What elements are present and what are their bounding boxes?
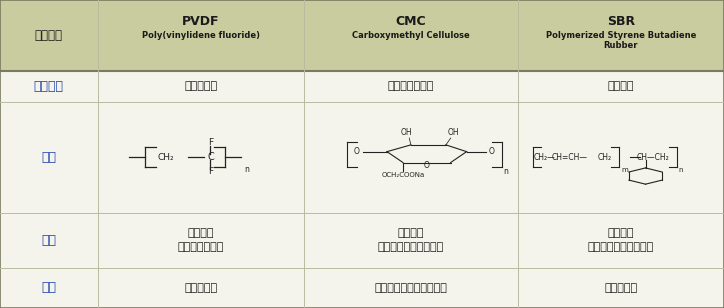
Text: 中文名称: 中文名称 [34, 80, 64, 93]
Text: CH₂—: CH₂— [534, 152, 555, 162]
Text: 羧甲基纤维素钠: 羧甲基纤维素钠 [387, 81, 434, 91]
Text: n: n [503, 167, 508, 176]
Text: 聚偏氟乙烯: 聚偏氟乙烯 [185, 81, 217, 91]
Text: Carboxymethyl Cellulose: Carboxymethyl Cellulose [352, 31, 470, 40]
Text: OH: OH [448, 128, 460, 137]
Text: 白色粉末
羧甲基取代基的纤维素: 白色粉末 羧甲基取代基的纤维素 [378, 228, 444, 252]
Text: n: n [678, 167, 683, 173]
Text: m: m [622, 167, 628, 173]
Text: F: F [208, 138, 213, 147]
Text: OCH₂COONa: OCH₂COONa [382, 172, 424, 178]
Text: 增稠剂、放沉降、稳定剂: 增稠剂、放沉降、稳定剂 [374, 283, 447, 293]
Text: CH—CH₂: CH—CH₂ [636, 152, 669, 162]
Text: 正极粘结剂: 正极粘结剂 [185, 283, 217, 293]
Text: CH=CH—: CH=CH— [552, 152, 588, 162]
Text: 结构: 结构 [41, 151, 56, 164]
Text: n: n [244, 165, 249, 174]
Text: 英文简称: 英文简称 [35, 29, 63, 42]
Text: Polymerized Styrene Butadiene
Rubber: Polymerized Styrene Butadiene Rubber [546, 31, 696, 50]
Text: PVDF: PVDF [182, 15, 219, 28]
Text: F: F [208, 168, 213, 176]
Bar [0, 71, 724, 308]
Bar [0, 0, 724, 71]
Text: Poly(vinylidene fluoride): Poly(vinylidene fluoride) [142, 31, 260, 40]
Text: 组成: 组成 [41, 234, 56, 247]
Text: 负极粘结剂: 负极粘结剂 [605, 283, 637, 293]
Text: 白色乳液
丁二烯和苯乙烯共聚物: 白色乳液 丁二烯和苯乙烯共聚物 [588, 228, 654, 252]
Text: CMC: CMC [395, 15, 426, 28]
Text: 作用: 作用 [41, 282, 56, 294]
Text: O: O [354, 147, 360, 156]
Text: CH₂: CH₂ [598, 152, 612, 162]
Text: O: O [489, 147, 494, 156]
Text: CH₂: CH₂ [158, 152, 174, 162]
Text: SBR: SBR [607, 15, 635, 28]
Text: 丁苯橡胶: 丁苯橡胶 [607, 81, 634, 91]
Text: OH: OH [400, 128, 412, 137]
Text: O: O [424, 161, 430, 170]
Text: 白色粉末
偏氟乙烯均聚物: 白色粉末 偏氟乙烯均聚物 [177, 228, 224, 252]
Text: C: C [207, 152, 214, 162]
